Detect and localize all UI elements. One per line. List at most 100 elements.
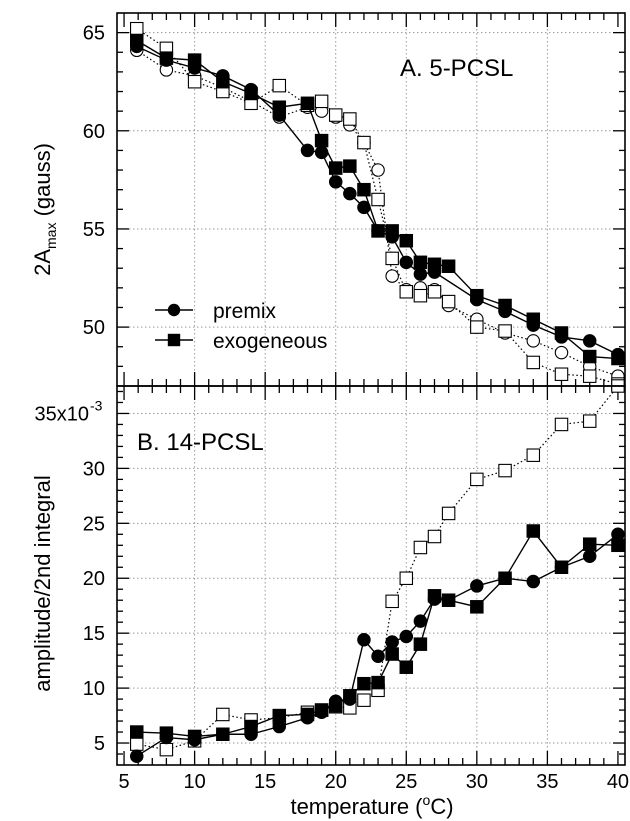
data-point-square bbox=[582, 414, 597, 428]
legend-label: premix bbox=[213, 300, 277, 323]
data-point-square bbox=[130, 33, 144, 48]
data-point-square bbox=[272, 100, 287, 114]
data-point-square bbox=[300, 96, 315, 111]
data-point-circle bbox=[526, 574, 541, 589]
data-point-square bbox=[554, 326, 569, 340]
data-point-square bbox=[470, 288, 484, 303]
data-point-circle bbox=[582, 549, 597, 564]
data-point-square bbox=[582, 369, 597, 383]
data-point-square bbox=[470, 600, 484, 614]
data-point-square bbox=[526, 355, 541, 370]
data-point-square bbox=[427, 285, 442, 299]
data-point-square bbox=[526, 448, 541, 462]
data-point-square bbox=[498, 324, 512, 338]
panel-b-series bbox=[130, 379, 625, 763]
data-point-square bbox=[582, 537, 597, 551]
data-point-square bbox=[314, 703, 329, 717]
data-point-circle bbox=[413, 614, 428, 628]
data-point-square bbox=[413, 637, 428, 651]
data-point-circle bbox=[385, 635, 399, 649]
data-point-square bbox=[130, 21, 144, 36]
panel-b-title: B. 14-PCSL bbox=[137, 429, 264, 456]
legend-label: exogeneous bbox=[213, 330, 327, 353]
panel-b-ylabel: amplitude/2nd integral bbox=[30, 475, 55, 691]
data-point-circle bbox=[130, 749, 144, 763]
data-point-circle bbox=[526, 334, 541, 348]
y-tick-label-a: 65 bbox=[83, 23, 105, 45]
y-tick-label-b: 35x10 bbox=[35, 403, 90, 425]
y-tick-label-a: 50 bbox=[83, 317, 105, 339]
xlabel-sup: o bbox=[423, 792, 431, 808]
data-point-circle bbox=[300, 143, 315, 158]
data-point-square bbox=[371, 192, 385, 207]
series-line bbox=[136, 533, 619, 757]
data-point-square bbox=[385, 224, 399, 238]
data-point-square bbox=[470, 472, 484, 487]
data-point-square bbox=[611, 538, 625, 553]
data-point-square bbox=[216, 74, 230, 89]
data-point-circle bbox=[343, 186, 357, 201]
data-point-square bbox=[399, 571, 414, 585]
data-point-square bbox=[554, 367, 569, 381]
data-point-square bbox=[357, 676, 371, 691]
y-tick-label-a: 60 bbox=[83, 121, 105, 143]
y-tick-label-b: 5 bbox=[94, 733, 105, 755]
data-point-square bbox=[498, 298, 512, 313]
ylabel-a-tail: (gauss) bbox=[30, 143, 55, 222]
data-point-square bbox=[187, 729, 202, 744]
data-point-circle bbox=[554, 345, 569, 360]
data-point-circle bbox=[357, 633, 371, 647]
data-point-square bbox=[159, 51, 174, 65]
data-point-circle bbox=[470, 579, 484, 593]
data-point-square bbox=[328, 161, 343, 175]
y-tick-label-b: 20 bbox=[83, 568, 105, 590]
data-point-square bbox=[582, 349, 597, 364]
series-line bbox=[136, 45, 619, 356]
data-point-circle bbox=[371, 649, 385, 663]
data-point-square bbox=[314, 133, 329, 148]
data-point-circle bbox=[582, 334, 597, 348]
data-point-square bbox=[159, 742, 174, 757]
data-point-circle bbox=[399, 255, 414, 270]
ylabel-a-sub: max bbox=[43, 223, 59, 249]
data-point-square bbox=[244, 719, 258, 734]
y-tick-label-b: 30 bbox=[83, 458, 105, 480]
y-tick-label-a: 55 bbox=[83, 219, 105, 241]
legend-marker-square bbox=[167, 333, 181, 347]
data-point-square bbox=[470, 320, 484, 334]
data-point-square bbox=[130, 725, 144, 739]
data-point-square bbox=[399, 233, 414, 248]
data-point-square bbox=[343, 159, 357, 173]
data-point-square bbox=[130, 737, 144, 751]
data-point-square bbox=[357, 182, 371, 197]
data-point-circle bbox=[399, 629, 414, 644]
data-point-square bbox=[554, 560, 569, 575]
data-point-square bbox=[526, 312, 541, 327]
data-point-square bbox=[343, 689, 357, 703]
data-point-square bbox=[272, 78, 287, 93]
y-tick-label-b: 25 bbox=[83, 513, 105, 535]
data-point-square bbox=[399, 285, 414, 299]
data-point-square bbox=[427, 589, 442, 603]
panel-a-ylabel: 2Amax (gauss) bbox=[30, 143, 59, 276]
data-point-circle bbox=[385, 269, 399, 283]
data-point-square bbox=[216, 707, 230, 722]
data-point-square bbox=[244, 86, 258, 101]
data-point-square bbox=[441, 259, 456, 273]
data-point-circle bbox=[328, 175, 343, 189]
series-line bbox=[136, 529, 618, 738]
y-tick-label-b: 15 bbox=[83, 623, 105, 645]
panel-b-frame bbox=[116, 385, 626, 766]
data-point-square bbox=[526, 524, 541, 538]
data-point-square bbox=[187, 74, 202, 89]
data-point-square bbox=[385, 594, 399, 609]
data-point-circle bbox=[413, 267, 428, 281]
x-tick-label: 10 bbox=[183, 771, 205, 793]
x-tick-label: 35 bbox=[536, 771, 558, 793]
x-axis-label: temperature (oC) bbox=[290, 792, 453, 819]
data-point-square bbox=[357, 135, 371, 150]
legend: premix exogeneous bbox=[155, 300, 327, 353]
data-point-square bbox=[413, 255, 428, 270]
data-point-square bbox=[216, 727, 230, 741]
